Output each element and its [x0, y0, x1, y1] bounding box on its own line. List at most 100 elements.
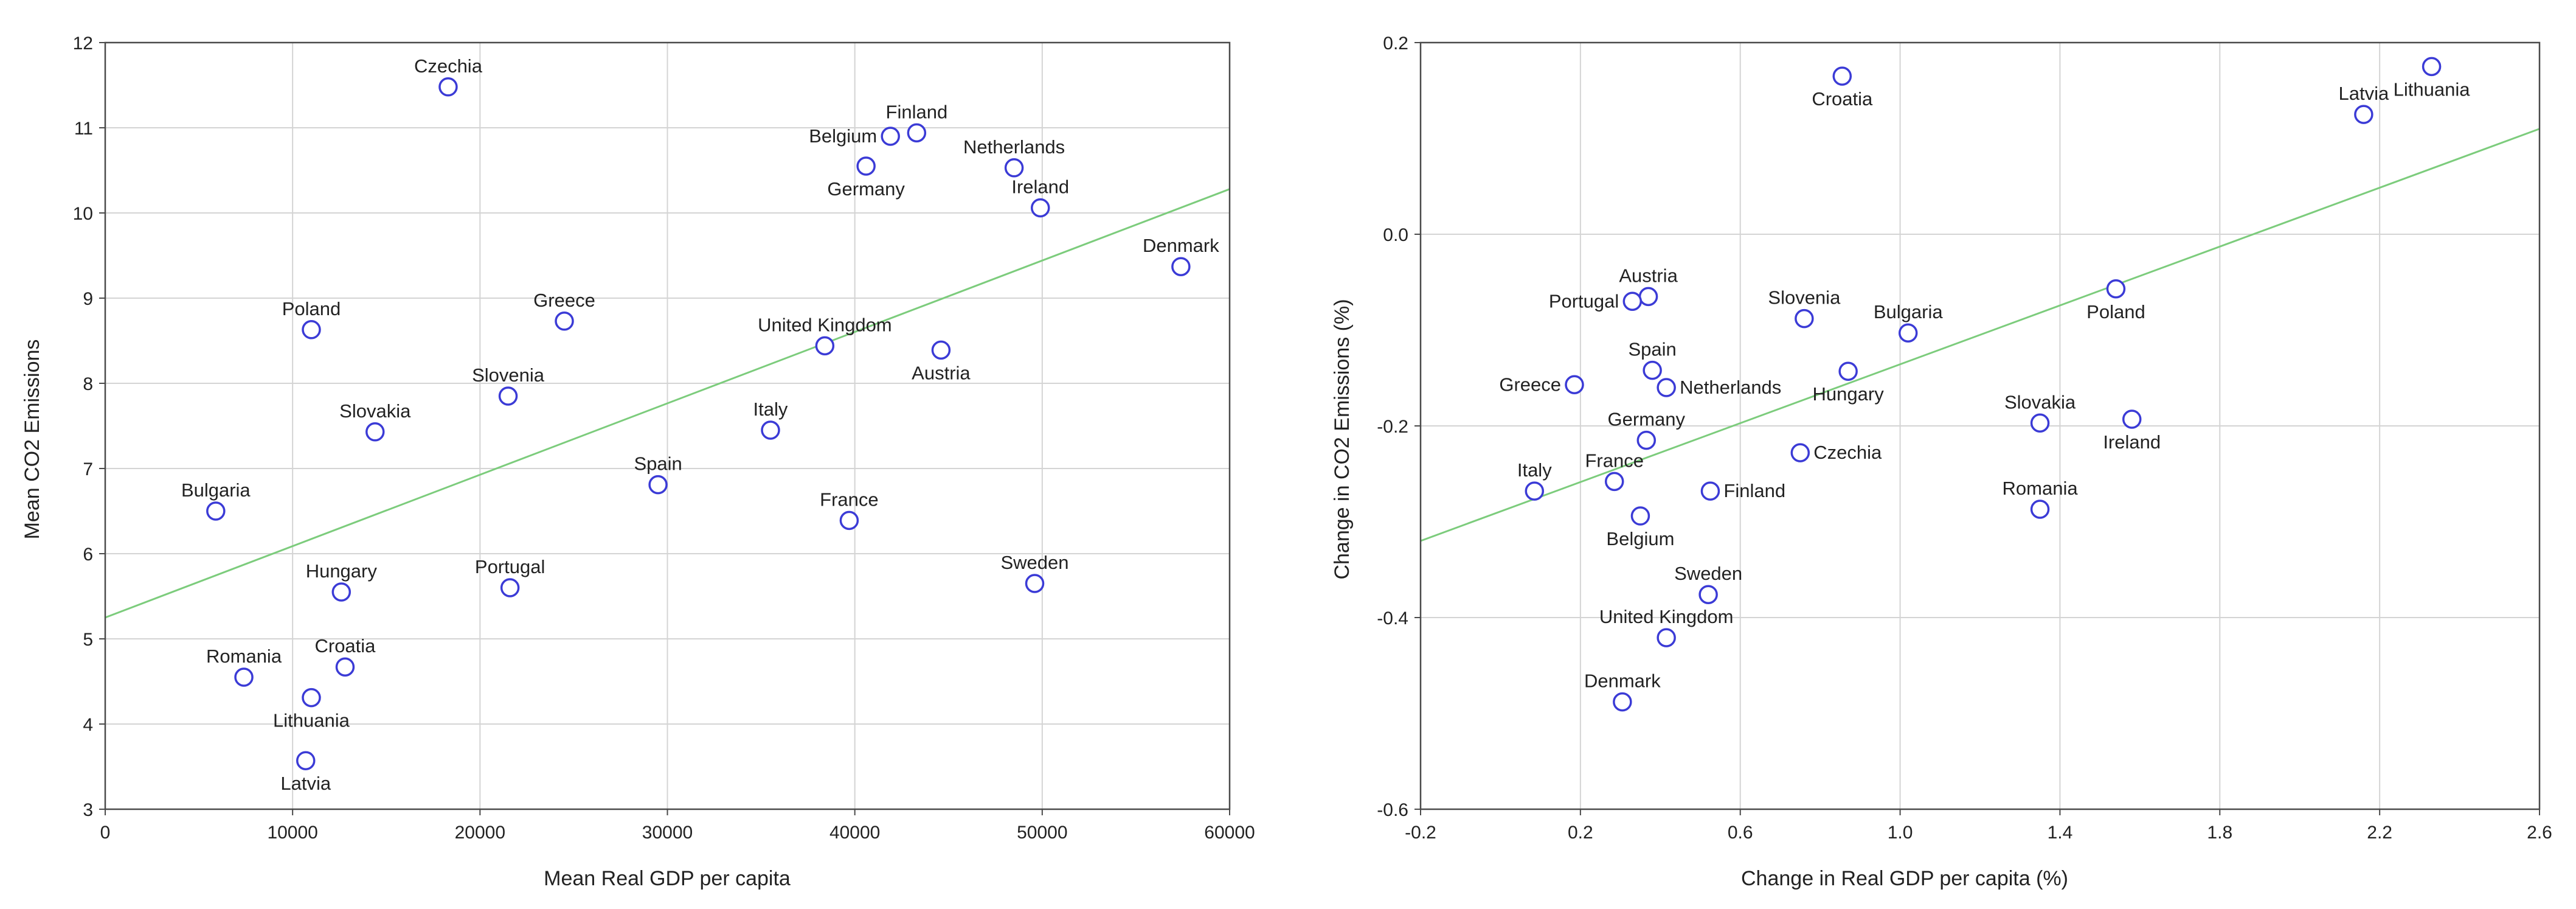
point-romania [2030, 500, 2050, 519]
point-czechia [1790, 443, 1810, 462]
point-sweden [1025, 574, 1045, 593]
point-label-portugal: Portugal [475, 556, 545, 577]
x-tick-label: 20000 [455, 823, 505, 843]
x-tick-label: 60000 [1204, 823, 1255, 843]
point-greece [1565, 375, 1584, 395]
point-label-sweden: Sweden [1674, 563, 1742, 584]
point-italy [761, 420, 780, 440]
point-romania [234, 667, 254, 687]
point-greece [555, 312, 574, 331]
point-label-croatia: Croatia [314, 635, 376, 656]
point-label-bulgaria: Bulgaria [181, 479, 251, 501]
point-croatia [335, 657, 355, 677]
point-label-croatia: Croatia [1812, 88, 1873, 110]
point-denmark [1613, 692, 1632, 712]
point-label-czechia: Czechia [414, 55, 483, 77]
point-hungary [331, 582, 351, 602]
point-label-greece: Greece [533, 290, 595, 311]
point-label-romania: Romania [206, 646, 282, 667]
point-label-italy: Italy [753, 399, 788, 420]
scatter-panel-gdp-vs-co2: Czechia Finland Belgium Germany Netherlands I… [21, 33, 1255, 890]
point-label-sweden: Sweden [1000, 552, 1068, 573]
point-label-bulgaria: Bulgaria [1874, 301, 1943, 322]
point-ireland [2122, 409, 2142, 429]
point-bulgaria [1898, 323, 1918, 343]
point-label-italy: Italy [1517, 459, 1552, 481]
point-label-netherlands: Netherlands [963, 136, 1065, 158]
point-austria [1638, 287, 1658, 307]
axes: 0 10000 20000 30000 40000 50000 60000 3 4 5 6 7 8 9 10… [73, 33, 1255, 843]
y-tick-label: 4 [83, 715, 93, 735]
y-tick-label: 10 [73, 204, 93, 224]
point-czechia [438, 77, 458, 97]
regression-line [1420, 128, 2540, 542]
point-lithuania [2422, 57, 2442, 77]
point-united-kingdom [815, 336, 835, 356]
point-label-greece: Greece [1499, 374, 1561, 395]
point-label-poland: Poland [2086, 301, 2145, 322]
point-netherlands [1657, 378, 1676, 397]
point-label-ireland: Ireland [2103, 431, 2161, 453]
point-sweden [1698, 585, 1718, 604]
point-finland [1700, 481, 1720, 501]
point-label-netherlands: Netherlands [1680, 377, 1781, 398]
point-belgium [1630, 506, 1650, 526]
point-label-united-kingdom: United Kingdom [1599, 606, 1734, 627]
y-tick-label: 12 [73, 33, 93, 54]
x-tick-label: 2.6 [2527, 823, 2552, 843]
x-tick-label: 40000 [829, 823, 880, 843]
axes: -0.2 0.2 0.6 1.0 1.4 1.8 2.2 2.6 -0.6 -0.4 -0.2 0.0… [1377, 33, 2552, 843]
point-label-denmark: Denmark [1584, 670, 1661, 692]
point-label-lithuania: Lithuania [273, 710, 350, 731]
point-belgium [881, 127, 900, 146]
x-tick-label: 1.0 [1888, 823, 1913, 843]
point-label-latvia: Latvia [280, 773, 331, 794]
point-poland [2106, 279, 2126, 299]
point-label-france: France [1585, 450, 1643, 471]
data-points-layer [1525, 57, 2442, 712]
y-axis-title: Mean CO2 Emissions [21, 340, 44, 540]
point-slovenia [1795, 308, 1814, 329]
point-hungary [1838, 361, 1858, 381]
x-tick-label: -0.2 [1405, 823, 1436, 843]
y-tick-label: 3 [83, 800, 93, 820]
point-ireland [1031, 198, 1050, 218]
point-portugal [1622, 291, 1643, 311]
point-label-germany: Germany [827, 178, 905, 200]
y-tick-label: 6 [83, 545, 93, 565]
point-label-belgium: Belgium [1606, 528, 1674, 549]
x-tick-label: 30000 [642, 823, 693, 843]
point-france [839, 510, 859, 531]
point-france [1604, 472, 1624, 492]
regression-line-layer [105, 188, 1230, 619]
x-tick-label: 1.8 [2207, 823, 2232, 843]
point-label-austria: Austria [912, 362, 971, 383]
x-axis-title: Change in Real GDP per capita (%) [1741, 867, 2068, 890]
point-latvia [296, 751, 316, 770]
point-label-belgium: Belgium [809, 125, 877, 147]
point-label-slovakia: Slovakia [2004, 391, 2076, 413]
point-label-finland: Finland [886, 101, 948, 122]
y-tick-label: 8 [83, 374, 93, 394]
point-slovakia [365, 422, 385, 442]
point-poland [302, 320, 321, 340]
point-spain [1643, 360, 1662, 380]
point-label-united-kingdom: United Kingdom [758, 314, 892, 335]
y-tick-label: -0.4 [1377, 608, 1408, 629]
regression-line-layer [1420, 128, 2540, 542]
point-label-france: France [820, 489, 878, 510]
y-tick-label: 0.0 [1383, 225, 1408, 245]
point-label-latvia: Latvia [2338, 83, 2389, 104]
point-united-kingdom [1657, 628, 1676, 647]
y-tick-label: 9 [83, 289, 93, 309]
point-label-slovakia: Slovakia [339, 400, 411, 422]
regression-line [105, 188, 1230, 619]
point-label-lithuania: Lithuania [2394, 78, 2471, 100]
point-label-romania: Romania [2003, 478, 2079, 499]
point-label-czechia: Czechia [1813, 442, 1882, 463]
point-label-poland: Poland [282, 298, 341, 319]
